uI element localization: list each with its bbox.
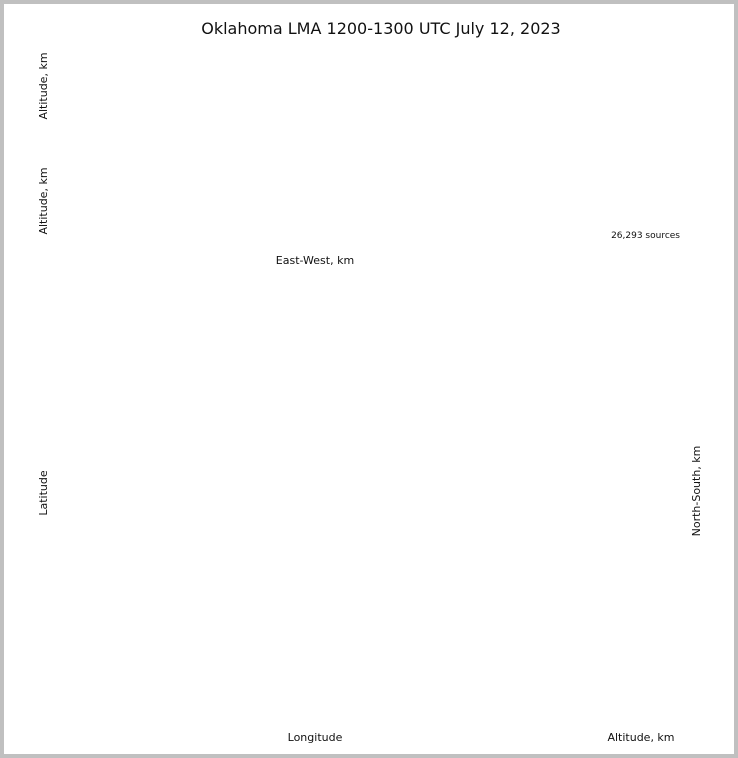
map-ylabel: Latitude xyxy=(37,470,50,516)
northsouth-altitude-panel: North-South, km Altitude, km xyxy=(607,446,703,744)
altitude-eastwest-panel: Altitude, km East-West, km xyxy=(37,167,354,267)
figure-frame: Oklahoma LMA 1200-1300 UTC July 12, 2023… xyxy=(4,4,734,754)
altitude-time-ylabel: Altitude, km xyxy=(37,52,50,119)
altitude-eastwest-ylabel: Altitude, km xyxy=(37,167,50,234)
plan-view-map-panel: Latitude Longitude xyxy=(37,470,343,744)
figure-title: Oklahoma LMA 1200-1300 UTC July 12, 2023 xyxy=(201,19,560,38)
map-xlabel: Longitude xyxy=(288,731,343,744)
northsouth-ylabel: North-South, km xyxy=(690,446,703,537)
northsouth-xlabel: Altitude, km xyxy=(607,731,674,744)
figure: Oklahoma LMA 1200-1300 UTC July 12, 2023… xyxy=(37,19,703,744)
altitude-time-panel: Altitude, km xyxy=(37,52,50,119)
altitude-histogram-panel: 26,293 sources xyxy=(611,231,680,241)
altitude-eastwest-xlabel: East-West, km xyxy=(276,254,354,267)
source-count-annotation: 26,293 sources xyxy=(611,231,680,241)
